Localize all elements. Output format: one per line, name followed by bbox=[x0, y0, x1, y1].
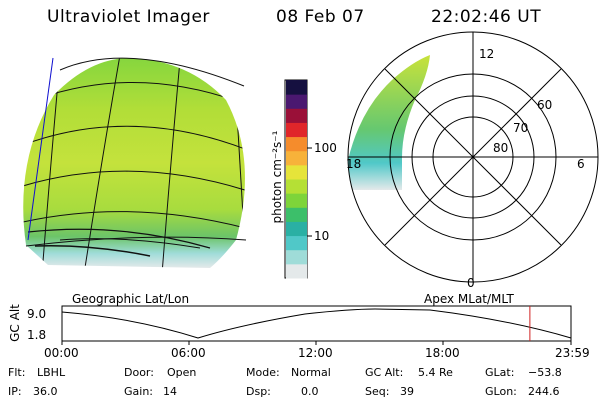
colorbar-stripe bbox=[286, 179, 307, 194]
colorbar-stripe bbox=[286, 193, 307, 208]
dsp-value: 0.0 bbox=[301, 385, 319, 398]
colorbar-stripe bbox=[286, 136, 307, 152]
colorbar-stripe bbox=[286, 235, 307, 251]
geographic-label: Geographic Lat/Lon bbox=[72, 292, 190, 306]
instrument-title: Ultraviolet Imager bbox=[47, 7, 210, 27]
dsp-label: Dsp: bbox=[246, 385, 271, 398]
timeline-plot bbox=[61, 305, 572, 345]
glat-value: −53.8 bbox=[528, 366, 562, 379]
filter-value: LBHL bbox=[37, 366, 66, 379]
colorbar bbox=[284, 79, 312, 279]
mlat-label-70: 70 bbox=[513, 121, 529, 135]
colorbar-stripe bbox=[286, 122, 307, 138]
polar-plot bbox=[347, 31, 599, 283]
colorbar-stripe bbox=[286, 221, 307, 237]
seq-value: 39 bbox=[400, 385, 414, 398]
filter-label: Flt: bbox=[8, 366, 26, 379]
mlt-label-12: 12 bbox=[479, 47, 495, 61]
mode-value: Normal bbox=[291, 366, 331, 379]
timeline-y-label: GC Alt bbox=[7, 304, 22, 342]
seq-label: Seq: bbox=[365, 385, 390, 398]
door-label: Door: bbox=[124, 366, 154, 379]
timeline-x-tick-1800: 18:00 bbox=[425, 346, 460, 360]
mlt-label-0: 0 bbox=[467, 276, 475, 290]
observation-date: 08 Feb 07 bbox=[276, 7, 365, 27]
colorbar-stripe bbox=[286, 249, 307, 265]
glon-value: 244.6 bbox=[528, 385, 560, 398]
colorbar-stripe bbox=[286, 80, 307, 95]
gcalt-value: 5.4 Re bbox=[418, 366, 453, 379]
colorbar-stripe bbox=[286, 150, 307, 166]
gcalt-label: GC Alt: bbox=[365, 366, 404, 379]
mode-label: Mode: bbox=[246, 366, 280, 379]
geographic-image bbox=[23, 57, 247, 268]
colorbar-tick-100: 100 bbox=[314, 141, 337, 155]
mlt-label-18: 18 bbox=[346, 157, 362, 171]
door-value: Open bbox=[167, 366, 197, 379]
colorbar-stripe bbox=[286, 94, 307, 109]
timeline-x-tick-2359: 23:59 bbox=[555, 346, 590, 360]
timeline-x-tick-0600: 06:00 bbox=[171, 346, 206, 360]
timeline-y-tick-min: 1.8 bbox=[27, 328, 47, 342]
colorbar-stripe bbox=[286, 263, 307, 279]
colorbar-stripe bbox=[286, 108, 307, 123]
timeline-x-tick-0000: 00:00 bbox=[44, 346, 79, 360]
timeline-y-tick-max: 9.0 bbox=[27, 307, 47, 321]
colorbar-unit-label: photon cm⁻²s⁻¹ bbox=[270, 130, 284, 224]
ip-value: 36.0 bbox=[33, 385, 58, 398]
observation-time: 22:02:46 UT bbox=[431, 7, 542, 27]
mlat-label-80: 80 bbox=[493, 141, 509, 155]
gain-label: Gain: bbox=[124, 385, 153, 398]
timeline-x-tick-1200: 12:00 bbox=[298, 346, 333, 360]
glon-label: GLon: bbox=[485, 385, 517, 398]
gain-value: 14 bbox=[163, 385, 177, 398]
colorbar-stripe bbox=[286, 164, 307, 180]
apex-label: Apex MLat/MLT bbox=[424, 292, 514, 306]
mlt-label-6: 6 bbox=[577, 157, 585, 171]
colorbar-stripe bbox=[286, 207, 307, 222]
glat-label: GLat: bbox=[485, 366, 515, 379]
mlat-label-60: 60 bbox=[537, 98, 553, 112]
ip-label: IP: bbox=[8, 385, 22, 398]
colorbar-tick-10: 10 bbox=[314, 229, 330, 243]
